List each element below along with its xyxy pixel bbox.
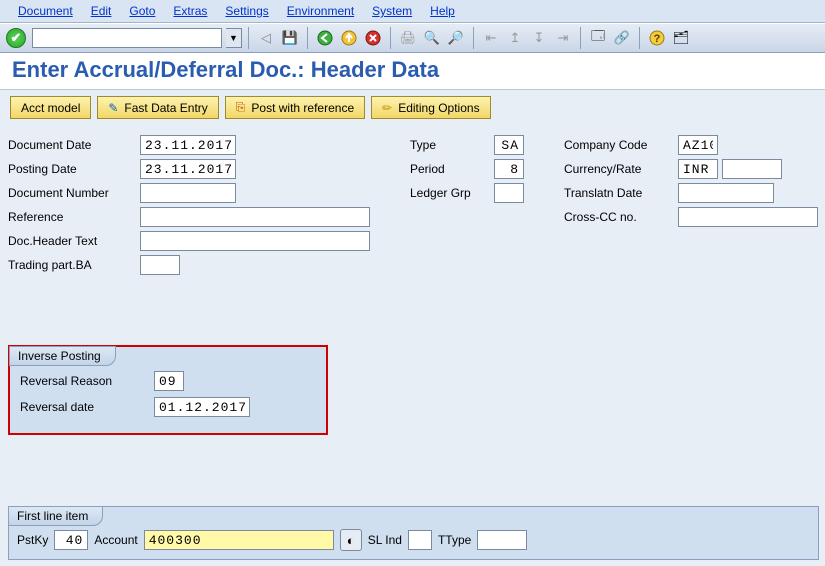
menu-edit[interactable]: Edit: [91, 4, 112, 18]
editing-options-button[interactable]: ✏Editing Options: [371, 96, 490, 119]
next-page-icon[interactable]: ↧: [528, 27, 550, 49]
cancel-icon[interactable]: [362, 27, 384, 49]
first-page-icon[interactable]: ⇤: [480, 27, 502, 49]
separator: [473, 27, 474, 49]
shortcut-icon[interactable]: 🔗: [611, 27, 633, 49]
trading-part-ba-input[interactable]: [140, 255, 180, 275]
col-mid: Type Period Ledger Grp: [410, 135, 524, 203]
find-icon[interactable]: 🔍: [421, 27, 443, 49]
last-page-icon[interactable]: ⇥: [552, 27, 574, 49]
ttype-label: TType: [438, 533, 471, 547]
doc-header-text-label: Doc.Header Text: [8, 234, 136, 248]
save-icon[interactable]: 💾: [279, 27, 301, 49]
trading-part-ba-label: Trading part.BA: [8, 258, 136, 272]
col-right: Company Code Currency/Rate Translatn Dat…: [564, 135, 818, 227]
menu-extras[interactable]: Extras: [173, 4, 207, 18]
pstky-input[interactable]: [54, 530, 88, 550]
reversal-reason-label: Reversal Reason: [20, 374, 150, 388]
sgl-ind-label: SL Ind: [368, 533, 402, 547]
copy-icon: ⎘: [236, 100, 246, 115]
fast-data-entry-button[interactable]: ✎Fast Data Entry: [97, 96, 218, 119]
cross-cc-no-label: Cross-CC no.: [564, 210, 674, 224]
app-toolbar: Acct model ✎Fast Data Entry ⎘Post with r…: [0, 90, 825, 125]
find-next-icon[interactable]: 🔎: [445, 27, 467, 49]
account-label: Account: [94, 533, 137, 547]
pencil-icon: ✏: [382, 101, 392, 115]
currency-rate-label: Currency/Rate: [564, 162, 674, 176]
first-line-item-group: First line item PstKy Account ◐ SL Ind T…: [8, 506, 819, 560]
page-title: Enter Accrual/Deferral Doc.: Header Data: [12, 57, 813, 83]
document-date-input[interactable]: [140, 135, 236, 155]
posting-date-input[interactable]: [140, 159, 236, 179]
acct-model-button[interactable]: Acct model: [10, 96, 91, 119]
menu-environment[interactable]: Environment: [287, 4, 354, 18]
command-field[interactable]: [32, 28, 222, 48]
ledger-grp-label: Ledger Grp: [410, 186, 490, 200]
title-area: Enter Accrual/Deferral Doc.: Header Data: [0, 53, 825, 90]
help-icon[interactable]: ?: [646, 27, 668, 49]
pstky-label: PstKy: [17, 533, 48, 547]
separator: [639, 27, 640, 49]
new-session-icon[interactable]: 🗔: [587, 27, 609, 49]
first-line-item-title: First line item: [8, 506, 103, 526]
rate-input[interactable]: [722, 159, 782, 179]
menu-settings[interactable]: Settings: [225, 4, 268, 18]
separator: [580, 27, 581, 49]
account-input[interactable]: [144, 530, 334, 550]
command-dropdown[interactable]: ▼: [226, 28, 242, 48]
posting-date-label: Posting Date: [8, 162, 136, 176]
company-code-input[interactable]: [678, 135, 718, 155]
period-label: Period: [410, 162, 490, 176]
layout-icon[interactable]: 🗂: [670, 27, 692, 49]
cross-cc-no-input[interactable]: [678, 207, 818, 227]
translatn-date-label: Translatn Date: [564, 186, 674, 200]
edit-icon: ✎: [108, 101, 118, 115]
separator: [390, 27, 391, 49]
document-date-label: Document Date: [8, 138, 136, 152]
prev-page-icon[interactable]: ↥: [504, 27, 526, 49]
type-input[interactable]: [494, 135, 524, 155]
document-number-label: Document Number: [8, 186, 136, 200]
post-with-reference-button[interactable]: ⎘Post with reference: [225, 96, 365, 119]
reversal-date-label: Reversal date: [20, 400, 150, 414]
menu-help[interactable]: Help: [430, 4, 455, 18]
translatn-date-input[interactable]: [678, 183, 774, 203]
header-form: Document Date Posting Date Document Numb…: [0, 125, 825, 285]
menu-bar: Document Edit Goto Extras Settings Envir…: [0, 0, 825, 23]
company-code-label: Company Code: [564, 138, 674, 152]
separator: [248, 27, 249, 49]
menu-system[interactable]: System: [372, 4, 412, 18]
standard-toolbar: ✔ ▼ ◁ 💾 🖨 🔍 🔎 ⇤ ↥ ↧ ⇥ 🗔 🔗 ? 🗂: [0, 23, 825, 53]
menu-goto[interactable]: Goto: [129, 4, 155, 18]
reference-input[interactable]: [140, 207, 370, 227]
doc-header-text-input[interactable]: [140, 231, 370, 251]
print-icon[interactable]: 🖨: [397, 27, 419, 49]
sgl-ind-input[interactable]: [408, 530, 432, 550]
menu-document[interactable]: Document: [18, 4, 73, 18]
exit-icon[interactable]: [338, 27, 360, 49]
svg-text:?: ?: [654, 33, 661, 45]
back-green-icon[interactable]: [314, 27, 336, 49]
back-icon[interactable]: ◁: [255, 27, 277, 49]
currency-input[interactable]: [678, 159, 718, 179]
col-left: Document Date Posting Date Document Numb…: [8, 135, 370, 275]
reversal-date-input[interactable]: [154, 397, 250, 417]
account-search-help-icon[interactable]: ◐: [340, 529, 362, 551]
reference-label: Reference: [8, 210, 136, 224]
document-number-input[interactable]: [140, 183, 236, 203]
period-input[interactable]: [494, 159, 524, 179]
ledger-grp-input[interactable]: [494, 183, 524, 203]
reversal-reason-input[interactable]: [154, 371, 184, 391]
separator: [307, 27, 308, 49]
inverse-posting-title: Inverse Posting: [9, 346, 116, 366]
enter-icon[interactable]: ✔: [6, 28, 26, 48]
type-label: Type: [410, 138, 490, 152]
ttype-input[interactable]: [477, 530, 527, 550]
inverse-posting-group: Inverse Posting Reversal Reason Reversal…: [8, 345, 328, 435]
